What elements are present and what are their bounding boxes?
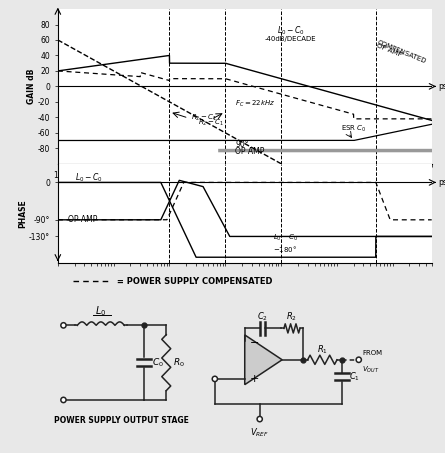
Text: = POWER SUPPLY COMPENSATED: = POWER SUPPLY COMPENSATED: [114, 276, 272, 285]
Text: ps: ps: [438, 82, 445, 91]
Text: ESR $C_0$: ESR $C_0$: [341, 124, 367, 135]
Circle shape: [356, 357, 361, 362]
Polygon shape: [245, 335, 282, 385]
Text: FROM: FROM: [363, 350, 383, 356]
Circle shape: [61, 397, 66, 403]
Text: $L_0$: $L_0$: [95, 304, 106, 318]
Text: OP AMP: OP AMP: [376, 43, 403, 58]
Text: $V_{REF}$: $V_{REF}$: [250, 427, 269, 439]
Text: $R_2 - C_1$: $R_2 - C_1$: [198, 118, 224, 128]
Text: 90°: 90°: [235, 140, 249, 149]
Circle shape: [257, 416, 262, 422]
Text: $L_0 - C_0$
$-180°$: $L_0 - C_0$ $-180°$: [273, 232, 298, 254]
Text: $C_0$: $C_0$: [152, 357, 164, 369]
Text: $+$: $+$: [249, 373, 259, 385]
Text: -40dB/DECADE: -40dB/DECADE: [265, 36, 317, 42]
Text: ps: ps: [438, 178, 445, 187]
Text: POWER SUPPLY OUTPUT STAGE: POWER SUPPLY OUTPUT STAGE: [54, 416, 189, 425]
Text: COMPENSATED: COMPENSATED: [376, 39, 427, 64]
Text: $-$: $-$: [249, 336, 259, 346]
Text: OP AMP: OP AMP: [68, 215, 97, 224]
Circle shape: [212, 376, 218, 381]
Text: OP AMP: OP AMP: [235, 147, 264, 156]
Text: $F_C = 22kHz$: $F_C = 22kHz$: [235, 99, 275, 109]
Text: $C_2$: $C_2$: [257, 311, 268, 323]
Text: $C_1$: $C_1$: [349, 371, 360, 383]
Text: $L_0 - C_0$: $L_0 - C_0$: [277, 25, 305, 37]
Text: $R_2 - C_1$: $R_2 - C_1$: [190, 113, 217, 123]
Text: $R_1$: $R_1$: [317, 344, 328, 357]
Text: $R_0$: $R_0$: [173, 357, 185, 369]
Y-axis label: GAIN dB: GAIN dB: [27, 69, 36, 104]
Text: $L_0 - C_0$: $L_0 - C_0$: [75, 171, 102, 184]
Text: $R_2$: $R_2$: [287, 311, 297, 323]
Circle shape: [61, 323, 66, 328]
Y-axis label: PHASE: PHASE: [19, 199, 28, 228]
Text: $V_{OUT}$: $V_{OUT}$: [363, 364, 380, 375]
